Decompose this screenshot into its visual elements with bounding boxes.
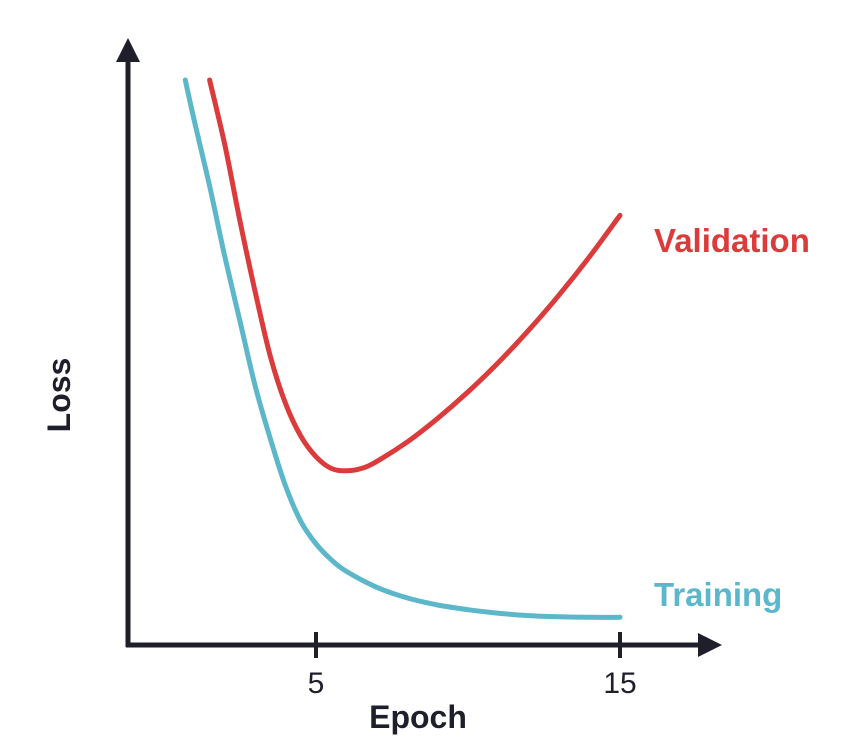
axes (116, 38, 722, 657)
y-axis-label: Loss (41, 358, 77, 433)
series-line-validation (207, 77, 623, 474)
series-label-validation: Validation (654, 222, 810, 259)
x-axis-label: Epoch (369, 699, 467, 735)
x-axis-arrowhead (698, 633, 722, 657)
x-tick-label: 5 (308, 667, 325, 700)
series-line-training (182, 77, 623, 620)
series-group: Validation Training (182, 77, 810, 620)
x-tick-label: 15 (603, 667, 636, 700)
series-label-training: Training (654, 576, 782, 613)
x-ticks: 5 15 (308, 632, 637, 700)
y-axis-arrowhead (116, 38, 140, 62)
